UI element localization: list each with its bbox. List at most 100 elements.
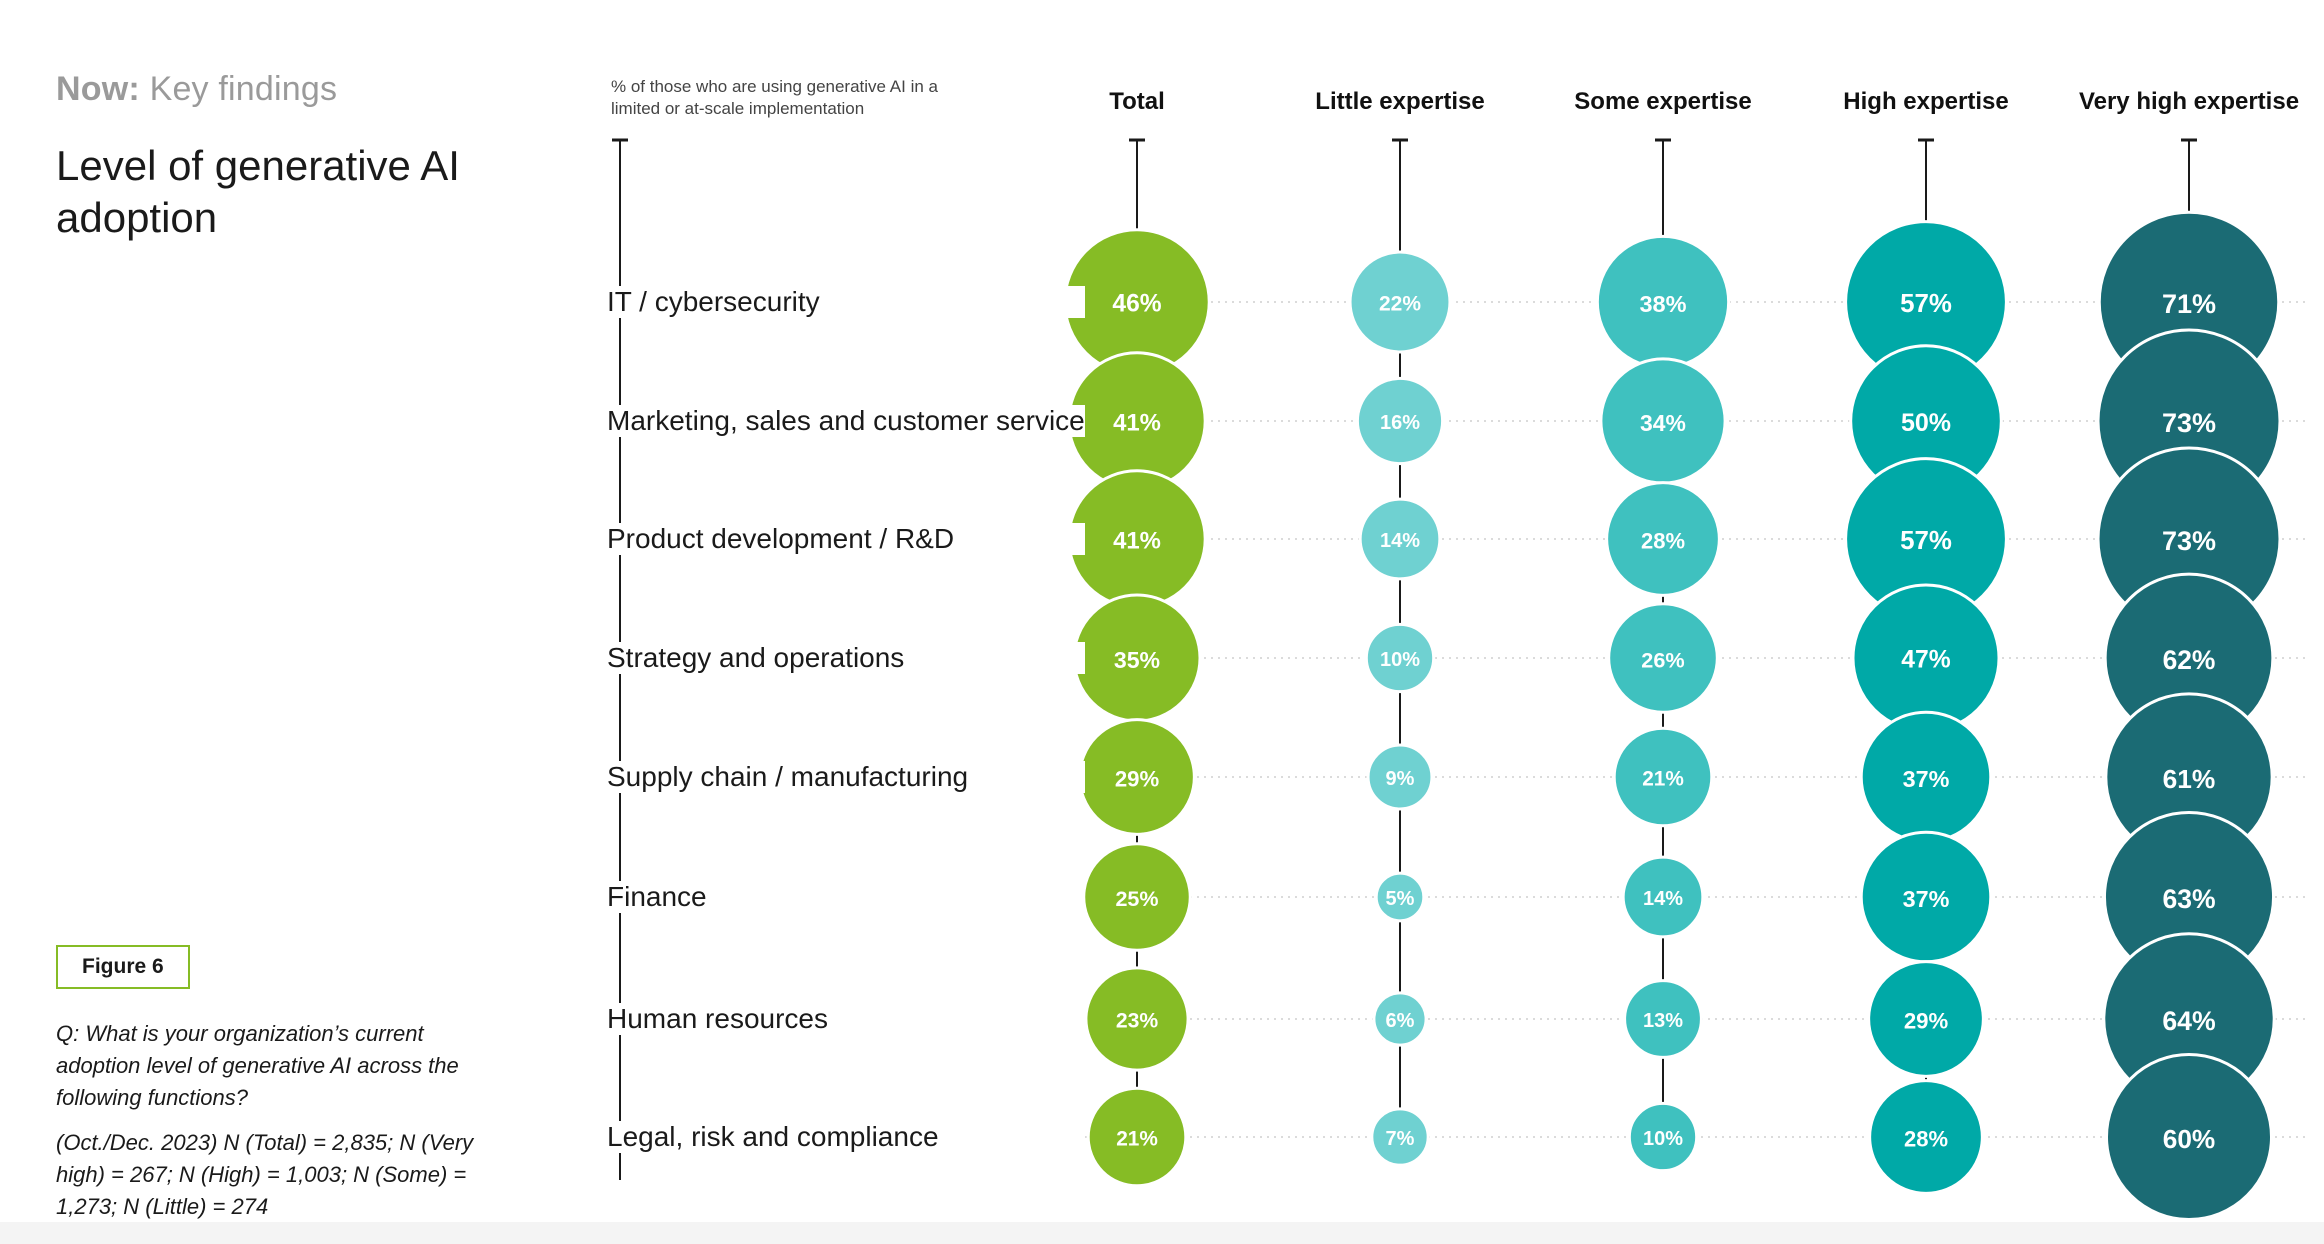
bubble-circle <box>1348 250 1452 354</box>
bubble-circle <box>1621 855 1705 939</box>
column-header: Some expertise <box>1574 88 1752 115</box>
bubble-circle <box>1627 1101 1699 1173</box>
bubble-circle <box>1605 481 1721 597</box>
bubble: 13% <box>1623 979 1703 1059</box>
bubble-value-label: 37% <box>1903 766 1950 792</box>
bubble: 6% <box>1372 991 1428 1047</box>
bubble-circle <box>1355 376 1445 466</box>
measure-note: % of those who are using generative AI i… <box>611 77 938 118</box>
row-label: Product development / R&D <box>607 523 1085 555</box>
bubble-value-label: 16% <box>1380 412 1420 434</box>
bubble-value-label: 63% <box>2162 884 2215 914</box>
bubble-value-label: 14% <box>1380 530 1420 552</box>
bubble-circle <box>1623 979 1703 1059</box>
column-header: Total <box>1109 88 1165 115</box>
bubble: 73% <box>2096 446 2282 632</box>
bubble: 61% <box>2104 692 2274 862</box>
bubble-circle <box>1364 622 1436 694</box>
survey-question: Q: What is your organization’s current a… <box>56 1021 459 1110</box>
bubble-value-label: 28% <box>1641 529 1685 554</box>
row-label: Strategy and operations <box>607 642 1085 674</box>
bubble: 14% <box>1621 855 1705 939</box>
bubble-value-label: 29% <box>1115 767 1160 792</box>
bubble-value-label: 9% <box>1386 768 1415 790</box>
page-title: Level of generative AI adoption <box>56 142 460 241</box>
bubble-value-label: 26% <box>1641 648 1684 673</box>
column-header: Little expertise <box>1315 88 1485 115</box>
bubble-value-label: 71% <box>2162 289 2216 319</box>
row-label: IT / cybersecurity <box>607 286 1085 318</box>
bubble-value-label: 7% <box>1386 1128 1415 1150</box>
bubble-circle <box>1358 497 1442 581</box>
bubble-circle <box>1370 1107 1430 1167</box>
bubble-circle <box>1086 1086 1188 1188</box>
bubble-value-label: 57% <box>1900 290 1952 318</box>
figure-badge: Figure 6 <box>56 945 190 989</box>
bubble: 28% <box>1605 481 1721 597</box>
bubble-value-label: 41% <box>1113 410 1161 437</box>
bubble-value-label: 62% <box>2163 645 2216 675</box>
row-label: Supply chain / manufacturing <box>607 761 1085 793</box>
row-label: Marketing, sales and customer service <box>607 405 1085 437</box>
column-header: High expertise <box>1843 88 2009 115</box>
bubble: 57% <box>1844 220 2008 384</box>
bubble: 23% <box>1084 966 1190 1072</box>
bubble-circle <box>1366 743 1434 811</box>
bubble-value-label: 60% <box>2163 1124 2215 1154</box>
bubble-circle <box>1868 1079 1984 1195</box>
bubble: 37% <box>1859 830 1993 964</box>
bubble: 9% <box>1366 743 1434 811</box>
bubble-value-label: 38% <box>1639 291 1686 317</box>
bubble: 29% <box>1078 718 1196 836</box>
column-header: Very high expertise <box>2078 88 2300 115</box>
bubble: 26% <box>1607 602 1719 714</box>
bubble-value-label: 41% <box>1113 528 1161 555</box>
bubble-value-label: 21% <box>1642 768 1684 791</box>
bubble: 35% <box>1072 593 1202 723</box>
bubble-value-label: 61% <box>2163 764 2216 794</box>
bubble: 47% <box>1851 583 2001 733</box>
bubble: 21% <box>1612 726 1714 828</box>
bubble-value-label: 6% <box>1386 1010 1415 1032</box>
sample-sizes: (Oct./Dec. 2023) N (Total) = 2,835; N (V… <box>56 1130 474 1219</box>
row-label: Human resources <box>607 1003 1085 1035</box>
bubble: 41% <box>1067 469 1207 609</box>
bubble-value-label: 23% <box>1116 1010 1159 1033</box>
bubble: 25% <box>1082 842 1192 952</box>
bubble: 34% <box>1599 357 1727 485</box>
row-label: Finance <box>607 881 1085 913</box>
bubble-circle <box>1607 602 1719 714</box>
section-label-bold: Now: <box>56 70 140 108</box>
bubble-value-label: 73% <box>2162 526 2216 556</box>
bubble-circle <box>2104 1052 2274 1222</box>
bubble-value-label: 57% <box>1900 527 1952 555</box>
section-label-rest: Key findings <box>149 70 338 108</box>
bubble: 10% <box>1364 622 1436 694</box>
bubble-value-label: 34% <box>1640 410 1686 436</box>
bubble-circle <box>1372 991 1428 1047</box>
row-label: Legal, risk and compliance <box>607 1121 1085 1153</box>
section-label: Now: Key findings <box>56 70 337 109</box>
bubble-value-label: 35% <box>1114 647 1160 673</box>
bubble-value-label: 14% <box>1643 888 1683 910</box>
bubble-circle <box>1867 960 1985 1078</box>
bubble: 38% <box>1595 234 1731 370</box>
bottom-strip <box>0 1222 2324 1244</box>
bubble-circle <box>1612 726 1714 828</box>
bubble-value-label: 10% <box>1380 649 1420 671</box>
bubble: 22% <box>1348 250 1452 354</box>
bubble: 10% <box>1627 1101 1699 1173</box>
bubble: 28% <box>1868 1079 1984 1195</box>
bubble: 16% <box>1355 376 1445 466</box>
bubble-value-label: 47% <box>1901 647 1950 674</box>
bubble-value-label: 21% <box>1116 1128 1158 1151</box>
bubble-circle <box>1084 966 1190 1072</box>
bubble-value-label: 37% <box>1903 886 1950 912</box>
bubble-value-label: 25% <box>1115 887 1158 911</box>
bubble: 62% <box>2103 572 2275 744</box>
bubble-value-label: 46% <box>1112 291 1161 318</box>
bubble-value-label: 13% <box>1643 1010 1683 1032</box>
bubble: 29% <box>1867 960 1985 1078</box>
bubble: 5% <box>1374 871 1426 923</box>
